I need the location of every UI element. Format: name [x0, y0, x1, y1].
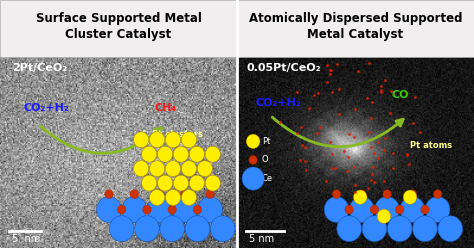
Text: CH₄: CH₄ [154, 103, 176, 113]
Circle shape [118, 205, 126, 214]
Circle shape [142, 175, 157, 191]
Circle shape [134, 132, 149, 148]
Circle shape [408, 190, 417, 199]
Circle shape [413, 216, 438, 242]
Circle shape [205, 146, 220, 162]
Circle shape [197, 161, 212, 177]
Circle shape [182, 161, 197, 177]
Circle shape [142, 146, 157, 162]
Text: 0.05Pt/CeO₂: 0.05Pt/CeO₂ [246, 63, 321, 73]
Text: 5  nm: 5 nm [12, 234, 40, 244]
Circle shape [134, 161, 149, 177]
Circle shape [349, 197, 374, 222]
Text: O: O [262, 155, 268, 164]
Circle shape [130, 190, 138, 199]
Circle shape [354, 190, 367, 204]
Circle shape [173, 175, 189, 191]
Text: Pt atoms: Pt atoms [410, 141, 452, 150]
Circle shape [433, 190, 442, 199]
Circle shape [421, 205, 429, 214]
Text: CO: CO [391, 91, 409, 100]
Circle shape [345, 205, 354, 214]
Circle shape [438, 216, 463, 242]
Circle shape [210, 216, 235, 242]
Circle shape [400, 197, 425, 222]
Circle shape [160, 216, 184, 242]
Circle shape [377, 209, 391, 223]
Circle shape [173, 197, 197, 222]
Bar [0, 0, 237, 57]
Circle shape [332, 190, 341, 199]
Circle shape [157, 146, 173, 162]
Text: CO₂+H₂: CO₂+H₂ [256, 98, 302, 108]
Circle shape [198, 197, 222, 222]
Circle shape [337, 216, 362, 242]
Text: Pt clusters: Pt clusters [152, 130, 203, 139]
Circle shape [324, 197, 349, 222]
Circle shape [173, 146, 189, 162]
Circle shape [387, 216, 412, 242]
Circle shape [249, 155, 257, 164]
Circle shape [165, 189, 181, 205]
Circle shape [383, 190, 392, 199]
Circle shape [395, 205, 404, 214]
Circle shape [155, 190, 164, 199]
Circle shape [168, 205, 176, 214]
Circle shape [189, 175, 204, 191]
Circle shape [149, 189, 164, 205]
Circle shape [165, 132, 181, 148]
Circle shape [246, 134, 260, 149]
Circle shape [182, 189, 197, 205]
Text: Atomically Dispersed Supported
Metal Catalyst: Atomically Dispersed Supported Metal Cat… [249, 12, 462, 40]
Circle shape [193, 205, 202, 214]
Circle shape [242, 167, 264, 190]
Circle shape [157, 175, 173, 191]
Circle shape [143, 205, 151, 214]
Circle shape [362, 216, 387, 242]
Text: 2Pt/CeO₂: 2Pt/CeO₂ [12, 63, 67, 73]
Circle shape [109, 216, 134, 242]
Circle shape [181, 190, 189, 199]
Circle shape [403, 190, 417, 204]
Circle shape [182, 132, 197, 148]
Text: Pt: Pt [262, 137, 270, 146]
Bar [237, 0, 474, 57]
Text: Surface Supported Metal
Cluster Catalyst: Surface Supported Metal Cluster Catalyst [36, 12, 201, 40]
Text: Ce: Ce [262, 174, 273, 183]
Circle shape [122, 197, 146, 222]
Circle shape [105, 190, 113, 199]
Circle shape [147, 197, 172, 222]
Circle shape [149, 132, 164, 148]
Circle shape [206, 190, 214, 199]
Circle shape [149, 161, 164, 177]
Circle shape [425, 197, 450, 222]
Text: CO₂+H₂: CO₂+H₂ [24, 103, 70, 113]
Circle shape [185, 216, 210, 242]
Circle shape [189, 146, 204, 162]
Circle shape [135, 216, 159, 242]
Text: 5 nm: 5 nm [249, 234, 274, 244]
Circle shape [370, 205, 379, 214]
Circle shape [375, 197, 400, 222]
Circle shape [357, 190, 366, 199]
Circle shape [205, 175, 220, 191]
Circle shape [97, 197, 121, 222]
Circle shape [165, 161, 181, 177]
